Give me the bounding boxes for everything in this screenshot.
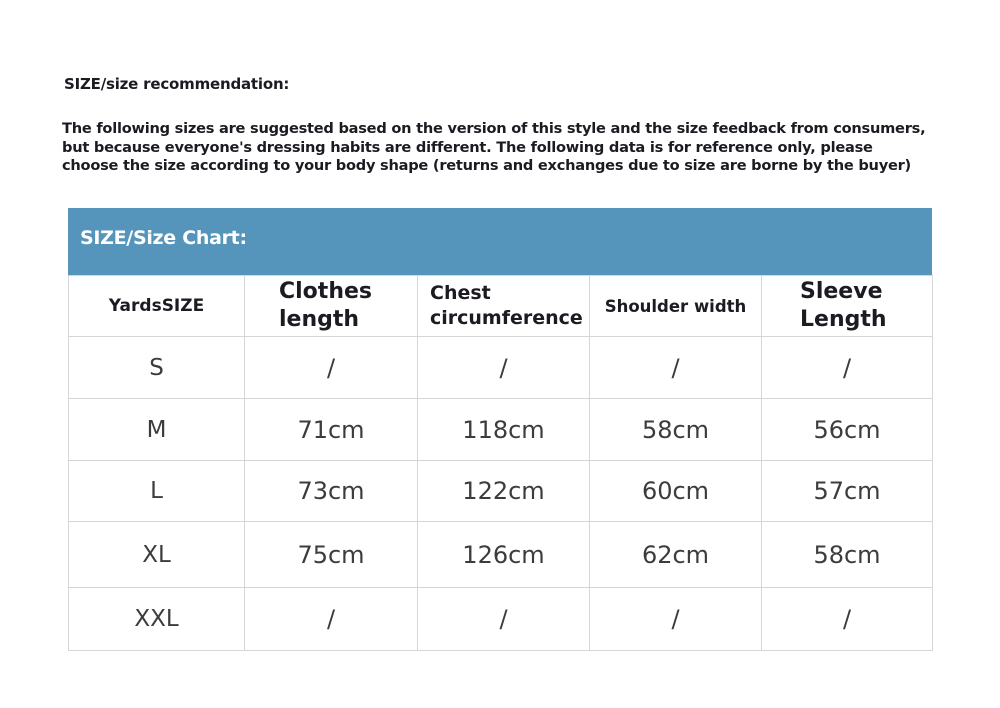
size-cell: S [68, 336, 245, 399]
column-header-text: Shoulder width [604, 296, 747, 316]
table-row: M 71cm 118cm 58cm 56cm [68, 398, 933, 461]
size-chart-title: SIZE/Size Chart: [80, 227, 247, 249]
column-header-text: Chest [430, 282, 491, 304]
size-cell: XL [68, 521, 245, 588]
column-header-text: Clothes [279, 279, 372, 304]
measurement-cell: 62cm [589, 521, 762, 588]
column-header-text: YardsSIZE [108, 296, 205, 316]
measurement-cell: / [761, 336, 933, 399]
measurement-cell: 118cm [417, 398, 590, 461]
measurement-cell: 60cm [589, 460, 762, 522]
column-header-shoulder: Shoulder width [589, 275, 762, 337]
measurement-cell: / [761, 587, 933, 651]
measurement-cell: 57cm [761, 460, 933, 522]
measurement-cell: / [244, 587, 418, 651]
recommendation-title: SIZE/size recommendation: [64, 75, 290, 93]
size-cell: L [68, 460, 245, 522]
measurement-cell: / [417, 336, 590, 399]
column-header-text: Length [800, 307, 887, 332]
measurement-cell: / [244, 336, 418, 399]
measurement-cell: 56cm [761, 398, 933, 461]
measurement-cell: / [589, 587, 762, 651]
measurement-cell: / [589, 336, 762, 399]
size-cell: M [68, 398, 245, 461]
column-header-text: Sleeve [800, 279, 883, 304]
column-header-size: YardsSIZE [68, 275, 245, 337]
intro-line: The following sizes are suggested based … [62, 120, 926, 137]
table-row: S / / / / [68, 336, 933, 399]
table-row: XL 75cm 126cm 62cm 58cm [68, 521, 933, 588]
column-header-text: length [279, 307, 360, 332]
column-header-sleeve: Sleeve Length [761, 275, 933, 337]
intro-text: The following sizes are suggested based … [62, 120, 952, 176]
size-cell: XXL [68, 587, 245, 651]
table-header-row: YardsSIZE Clothes length Chest circumferen… [68, 275, 933, 337]
column-header-clothes-length: Clothes length [244, 275, 418, 337]
measurement-cell: 73cm [244, 460, 418, 522]
column-header-chest: Chest circumference [417, 275, 590, 337]
measurement-cell: 71cm [244, 398, 418, 461]
measurement-cell: / [417, 587, 590, 651]
table-row: XXL / / / / [68, 587, 933, 651]
size-chart-header-band: SIZE/Size Chart: [68, 208, 932, 275]
measurement-cell: 58cm [761, 521, 933, 588]
column-header-text: circumference [430, 307, 583, 329]
size-chart-table: YardsSIZE Clothes length Chest circumferen… [68, 275, 933, 651]
measurement-cell: 122cm [417, 460, 590, 522]
measurement-cell: 126cm [417, 521, 590, 588]
intro-line: but because everyone's dressing habits a… [62, 138, 873, 156]
measurement-cell: 58cm [589, 398, 762, 461]
table-row: L 73cm 122cm 60cm 57cm [68, 460, 933, 522]
intro-line: choose the size according to your body s… [62, 157, 911, 174]
measurement-cell: 75cm [244, 521, 418, 588]
